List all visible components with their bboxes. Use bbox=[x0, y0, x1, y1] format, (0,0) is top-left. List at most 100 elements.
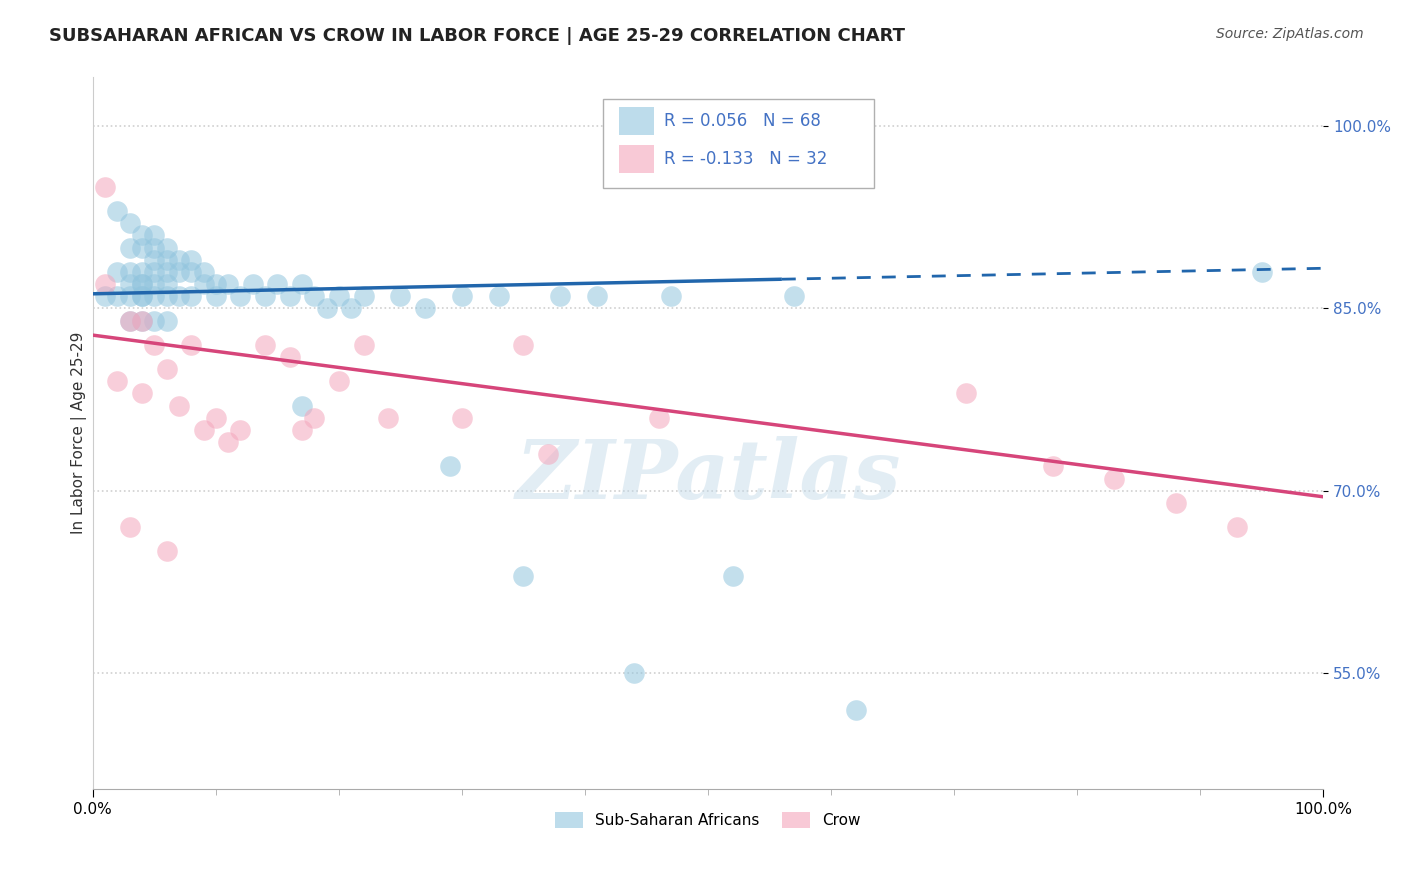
Point bbox=[586, 289, 609, 303]
Point bbox=[167, 265, 190, 279]
Point bbox=[118, 265, 141, 279]
Point bbox=[439, 459, 461, 474]
Point bbox=[242, 277, 264, 291]
Point bbox=[229, 289, 252, 303]
FancyBboxPatch shape bbox=[620, 145, 654, 173]
Point bbox=[180, 289, 202, 303]
Point bbox=[328, 374, 350, 388]
Point bbox=[156, 265, 179, 279]
Point bbox=[131, 277, 153, 291]
Point bbox=[131, 277, 153, 291]
Point bbox=[537, 447, 560, 461]
Point bbox=[143, 241, 166, 255]
Point bbox=[205, 289, 228, 303]
Point bbox=[304, 289, 326, 303]
Point bbox=[143, 338, 166, 352]
Point bbox=[143, 252, 166, 267]
Point bbox=[413, 301, 436, 316]
Point bbox=[1102, 472, 1125, 486]
Point bbox=[131, 228, 153, 243]
FancyBboxPatch shape bbox=[620, 107, 654, 135]
Point bbox=[623, 666, 645, 681]
Point bbox=[118, 277, 141, 291]
Point bbox=[156, 544, 179, 558]
Point bbox=[377, 410, 399, 425]
Point bbox=[94, 289, 117, 303]
Point bbox=[94, 277, 117, 291]
Point bbox=[1250, 265, 1272, 279]
Point bbox=[131, 289, 153, 303]
Point bbox=[107, 204, 129, 219]
Point bbox=[156, 362, 179, 376]
Point bbox=[328, 289, 350, 303]
Point bbox=[156, 277, 179, 291]
Point bbox=[156, 252, 179, 267]
Point bbox=[512, 569, 534, 583]
Point bbox=[266, 277, 288, 291]
Point bbox=[217, 277, 239, 291]
Point bbox=[659, 289, 682, 303]
Text: SUBSAHARAN AFRICAN VS CROW IN LABOR FORCE | AGE 25-29 CORRELATION CHART: SUBSAHARAN AFRICAN VS CROW IN LABOR FORC… bbox=[49, 27, 905, 45]
Point bbox=[131, 289, 153, 303]
Point bbox=[353, 338, 375, 352]
Point bbox=[131, 386, 153, 401]
Legend: Sub-Saharan Africans, Crow: Sub-Saharan Africans, Crow bbox=[550, 806, 866, 834]
Point bbox=[648, 410, 671, 425]
Point bbox=[118, 313, 141, 327]
Point bbox=[550, 289, 572, 303]
Text: R = -0.133   N = 32: R = -0.133 N = 32 bbox=[664, 150, 827, 169]
Point bbox=[488, 289, 510, 303]
Point bbox=[156, 289, 179, 303]
Point bbox=[156, 313, 179, 327]
Point bbox=[291, 399, 314, 413]
Point bbox=[107, 265, 129, 279]
Point bbox=[131, 265, 153, 279]
Point bbox=[118, 520, 141, 534]
Point bbox=[1042, 459, 1064, 474]
Point bbox=[229, 423, 252, 437]
FancyBboxPatch shape bbox=[603, 99, 875, 187]
Y-axis label: In Labor Force | Age 25-29: In Labor Force | Age 25-29 bbox=[72, 332, 87, 534]
Point bbox=[143, 313, 166, 327]
Point bbox=[107, 374, 129, 388]
Point bbox=[118, 313, 141, 327]
Point bbox=[291, 423, 314, 437]
Point bbox=[143, 277, 166, 291]
Point bbox=[254, 289, 277, 303]
Point bbox=[315, 301, 337, 316]
Point bbox=[131, 313, 153, 327]
Text: ZIPatlas: ZIPatlas bbox=[515, 435, 901, 516]
Point bbox=[167, 289, 190, 303]
Point bbox=[180, 252, 202, 267]
Point bbox=[180, 338, 202, 352]
Point bbox=[193, 423, 215, 437]
Point bbox=[131, 241, 153, 255]
Point bbox=[118, 241, 141, 255]
Text: R = 0.056   N = 68: R = 0.056 N = 68 bbox=[664, 112, 821, 130]
Point bbox=[389, 289, 412, 303]
Point bbox=[451, 289, 474, 303]
Point bbox=[131, 313, 153, 327]
Point bbox=[451, 410, 474, 425]
Point bbox=[217, 435, 239, 450]
Point bbox=[167, 399, 190, 413]
Point bbox=[107, 289, 129, 303]
Point bbox=[167, 252, 190, 267]
Point bbox=[205, 410, 228, 425]
Point bbox=[156, 241, 179, 255]
Point bbox=[340, 301, 363, 316]
Point bbox=[180, 265, 202, 279]
Point bbox=[118, 289, 141, 303]
Point bbox=[143, 289, 166, 303]
Point bbox=[512, 338, 534, 352]
Point bbox=[721, 569, 744, 583]
Point bbox=[278, 289, 301, 303]
Point bbox=[783, 289, 806, 303]
Text: Source: ZipAtlas.com: Source: ZipAtlas.com bbox=[1216, 27, 1364, 41]
Point bbox=[845, 702, 868, 716]
Point bbox=[193, 265, 215, 279]
Point bbox=[143, 228, 166, 243]
Point bbox=[955, 386, 977, 401]
Point bbox=[205, 277, 228, 291]
Point bbox=[143, 265, 166, 279]
